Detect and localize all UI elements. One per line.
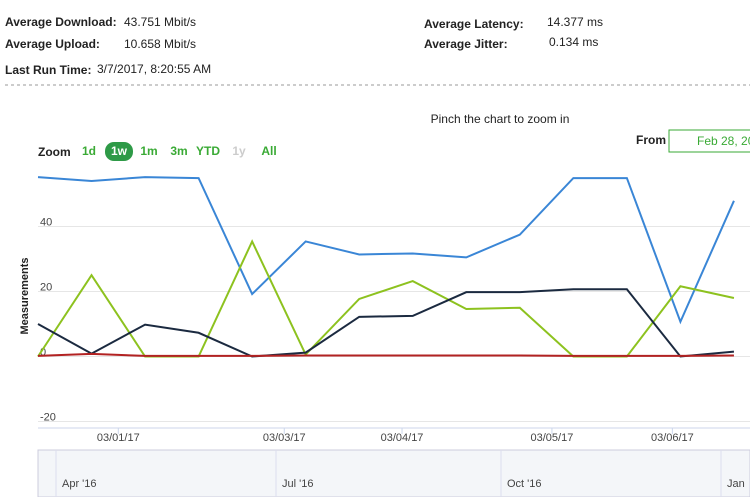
zoom-button[interactable]: 1m (140, 144, 157, 158)
latency-label: Average Latency: (424, 17, 524, 31)
upload-value: 10.658 Mbit/s (124, 37, 196, 51)
y-tick-label: 0 (40, 346, 46, 358)
x-tick-label: 03/01/17 (97, 432, 140, 444)
download-label: Average Download: (5, 15, 117, 29)
x-tick-label: 03/04/17 (381, 432, 424, 444)
navigator-label: Apr '16 (62, 478, 97, 490)
zoom-button[interactable]: 1y (232, 144, 246, 158)
y-tick-label: -20 (40, 411, 56, 423)
from-value[interactable]: Feb 28, 20 (697, 134, 750, 148)
run-label: Last Run Time: (5, 63, 91, 77)
jitter-value: 0.134 ms (549, 35, 598, 49)
series-line (37, 352, 734, 357)
x-tick-label: 03/06/17 (651, 432, 694, 444)
run-value: 3/7/2017, 8:20:55 AM (97, 62, 211, 76)
x-tick-label: 03/03/17 (263, 432, 306, 444)
series-line (37, 239, 735, 358)
series-line (37, 176, 735, 325)
jitter-label: Average Jitter: (424, 37, 508, 51)
zoom-button[interactable]: All (261, 144, 276, 158)
from-input[interactable] (668, 129, 750, 153)
zoom-button-bg[interactable] (105, 142, 133, 161)
navigator-label: Jan (727, 478, 745, 490)
zoom-button[interactable]: 3m (170, 144, 187, 158)
zoom-button[interactable]: 1w (111, 144, 128, 158)
latency-value: 14.377 ms (547, 15, 603, 29)
navigator-label: Oct '16 (507, 478, 542, 490)
navigator[interactable] (37, 449, 750, 497)
y-axis-label: Measurements (19, 257, 31, 334)
from-label: From (636, 133, 666, 147)
y-tick-label: 20 (40, 281, 52, 293)
navigator-label: Jul '16 (282, 478, 313, 490)
x-tick-label: 03/05/17 (531, 432, 574, 444)
y-tick-label: 40 (40, 216, 52, 228)
zoom-button[interactable]: 1d (82, 144, 96, 158)
zoom-button[interactable]: YTD (196, 144, 220, 158)
download-value: 43.751 Mbit/s (124, 15, 196, 29)
series-line (37, 288, 735, 358)
upload-label: Average Upload: (5, 37, 100, 51)
zoom-hint: Pinch the chart to zoom in (431, 112, 570, 126)
zoom-label: Zoom (38, 145, 71, 159)
